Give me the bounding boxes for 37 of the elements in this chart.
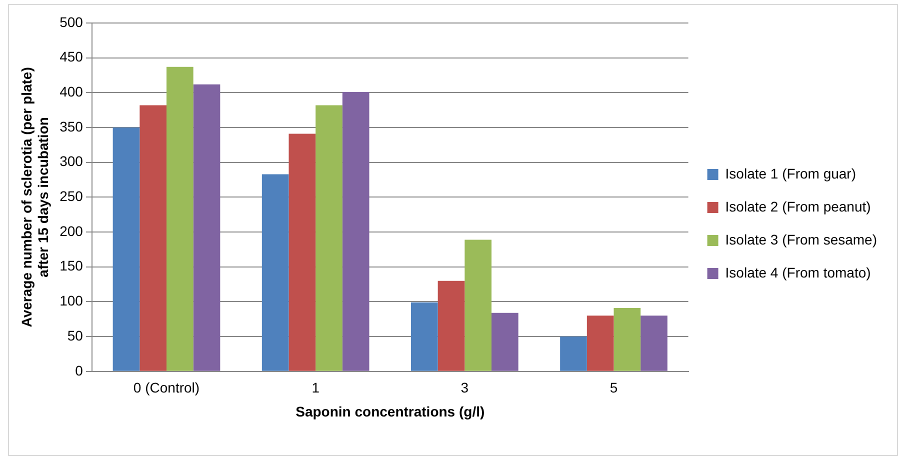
x-axis-title: Saponin concentrations (g/l) (296, 403, 485, 420)
x-tick-label: 3 (460, 380, 469, 396)
bar (560, 336, 587, 371)
bar (586, 316, 614, 371)
y-axis-title: Average number of sclerotia (per plate) after 15 days incubation (18, 67, 52, 328)
legend-label: Isolate 4 (From tomato) (725, 264, 871, 280)
bar (140, 105, 166, 371)
legend-label: Isolate 1 (From guar) (725, 165, 856, 182)
y-tick-label: 500 (60, 14, 84, 30)
y-tick-label: 150 (60, 258, 84, 274)
bar (438, 280, 465, 371)
x-tick-label: 5 (610, 380, 618, 396)
bar (166, 66, 194, 371)
y-tick-label: 450 (60, 48, 84, 65)
bar (316, 105, 342, 371)
bar (614, 308, 641, 371)
y-tick-label: 250 (60, 188, 84, 204)
y-tick-label: 400 (60, 84, 84, 100)
bar (112, 128, 140, 371)
legend-label: Isolate 3 (From sesame) (725, 231, 878, 248)
legend-label: Isolate 2 (From peanut) (725, 198, 871, 214)
bar (262, 174, 289, 371)
y-tick-label: 300 (60, 153, 84, 170)
bar (492, 312, 518, 371)
bar (288, 134, 316, 371)
y-tick-label: 350 (60, 118, 84, 134)
y-tick-label: 200 (60, 222, 84, 239)
y-tick-label: 50 (67, 327, 84, 344)
bar (410, 302, 438, 371)
bar (464, 240, 492, 371)
x-tick-label: 0 (Control) (133, 380, 200, 396)
bar (193, 84, 220, 371)
bar (342, 92, 370, 371)
bar (640, 316, 668, 371)
y-tick-label: 100 (60, 292, 84, 309)
x-tick-label: 1 (312, 380, 320, 396)
y-tick-label: 0 (75, 362, 84, 378)
